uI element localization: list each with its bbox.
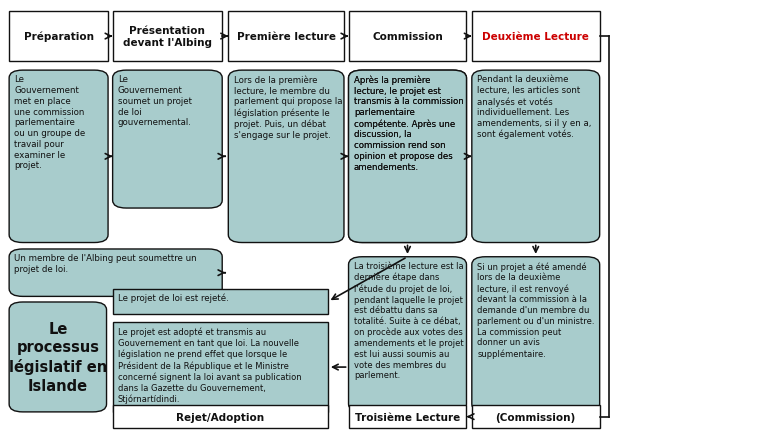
FancyBboxPatch shape	[349, 71, 466, 243]
Text: Après la première
lecture, le projet est
transmis à la commission
parlementaire
: Après la première lecture, le projet est…	[354, 75, 463, 171]
Text: Si un projet a été amendé
lors de la deuxième
lecture, il est renvoyé
devant la : Si un projet a été amendé lors de la deu…	[477, 261, 594, 358]
Bar	[9, 12, 108, 62]
Text: Deuxième Lecture: Deuxième Lecture	[482, 32, 589, 42]
Text: La troisième lecture est la
dernière étape dans
l'étude du projet de loi,
pendan: La troisième lecture est la dernière éta…	[354, 261, 463, 380]
Bar	[113, 12, 222, 62]
Text: Le
Gouvernement
soumet un projet
de loi
gouvernemental.: Le Gouvernement soumet un projet de loi …	[118, 75, 192, 127]
Text: Pendant la deuxième
lecture, les articles sont
analysés et votés
individuellemen: Pendant la deuxième lecture, les article…	[477, 75, 591, 139]
FancyBboxPatch shape	[9, 302, 107, 412]
Text: Présentation
devant l'Albing: Présentation devant l'Albing	[123, 26, 212, 48]
Text: Le projet de loi est rejeté.: Le projet de loi est rejeté.	[118, 293, 229, 303]
Bar	[349, 405, 466, 428]
FancyBboxPatch shape	[9, 71, 108, 243]
Text: Troisième Lecture: Troisième Lecture	[355, 412, 460, 422]
Bar	[472, 12, 600, 62]
FancyBboxPatch shape	[113, 71, 222, 209]
Bar	[228, 12, 344, 62]
Text: Première lecture: Première lecture	[237, 32, 336, 42]
Bar	[349, 12, 466, 62]
FancyBboxPatch shape	[349, 257, 466, 412]
FancyBboxPatch shape	[9, 249, 222, 297]
Text: Commission: Commission	[372, 32, 443, 42]
Text: Après la première
lecture, le projet est
transmis à la commission
parlementaire
: Après la première lecture, le projet est…	[354, 75, 463, 171]
FancyBboxPatch shape	[228, 71, 344, 243]
Bar	[113, 405, 328, 428]
Bar	[113, 289, 328, 315]
FancyBboxPatch shape	[349, 71, 466, 243]
Text: Lors de la première
lecture, le membre du
parlement qui propose la
législation p: Lors de la première lecture, le membre d…	[234, 75, 342, 140]
Bar	[472, 405, 600, 428]
FancyBboxPatch shape	[472, 257, 600, 412]
FancyBboxPatch shape	[472, 71, 600, 243]
Text: Un membre de l'Albing peut soumettre un
projet de loi.: Un membre de l'Albing peut soumettre un …	[14, 254, 197, 273]
Bar	[113, 322, 328, 412]
Text: Le
Gouvernement
met en place
une commission
parlementaire
ou un groupe de
travai: Le Gouvernement met en place une commiss…	[14, 75, 86, 170]
Text: (Commission): (Commission)	[495, 412, 576, 422]
Text: Rejet/Adoption: Rejet/Adoption	[177, 412, 264, 422]
Text: Le projet est adopté et transmis au
Gouvernement en tant que loi. La nouvelle
lé: Le projet est adopté et transmis au Gouv…	[118, 327, 301, 403]
Text: Préparation: Préparation	[24, 32, 94, 42]
Text: Le
processus
législatif en
Islande: Le processus législatif en Islande	[8, 321, 107, 393]
